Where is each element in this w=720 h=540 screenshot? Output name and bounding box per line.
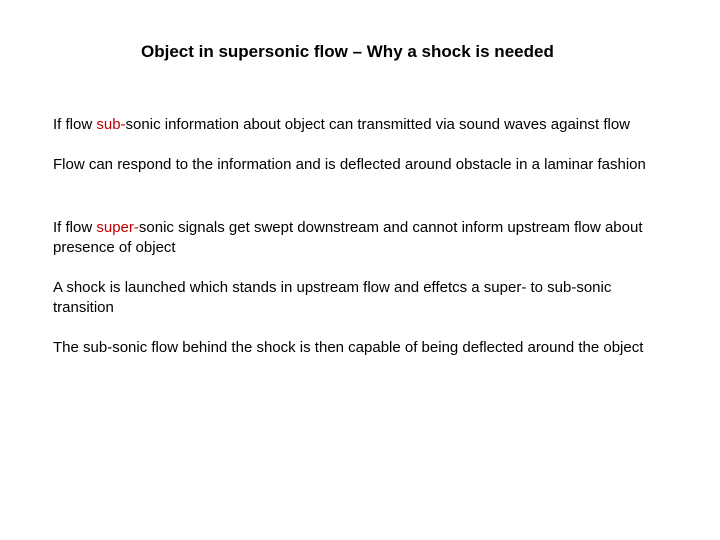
body-text: If flow xyxy=(53,219,96,236)
paragraph: If flow super-sonic signals get swept do… xyxy=(53,218,673,257)
body-text: A shock is launched which stands in upst… xyxy=(53,279,611,316)
body-text: sonic information about object can trans… xyxy=(126,116,630,133)
paragraph: A shock is launched which stands in upst… xyxy=(53,278,673,317)
paragraph: Flow can respond to the information and … xyxy=(53,155,673,175)
slide: Object in supersonic flow – Why a shock … xyxy=(0,0,720,540)
paragraph: If flow sub-sonic information about obje… xyxy=(53,115,673,135)
paragraph: The sub-sonic flow behind the shock is t… xyxy=(53,338,673,358)
slide-title: Object in supersonic flow – Why a shock … xyxy=(141,42,554,62)
body-text: The sub-sonic flow behind the shock is t… xyxy=(53,339,643,356)
emphasis-text: sub- xyxy=(96,116,125,133)
body-text: If flow xyxy=(53,116,96,133)
emphasis-text: super- xyxy=(96,219,139,236)
body-text: sonic signals get swept downstream and c… xyxy=(53,219,643,256)
body-text: Flow can respond to the information and … xyxy=(53,156,646,173)
